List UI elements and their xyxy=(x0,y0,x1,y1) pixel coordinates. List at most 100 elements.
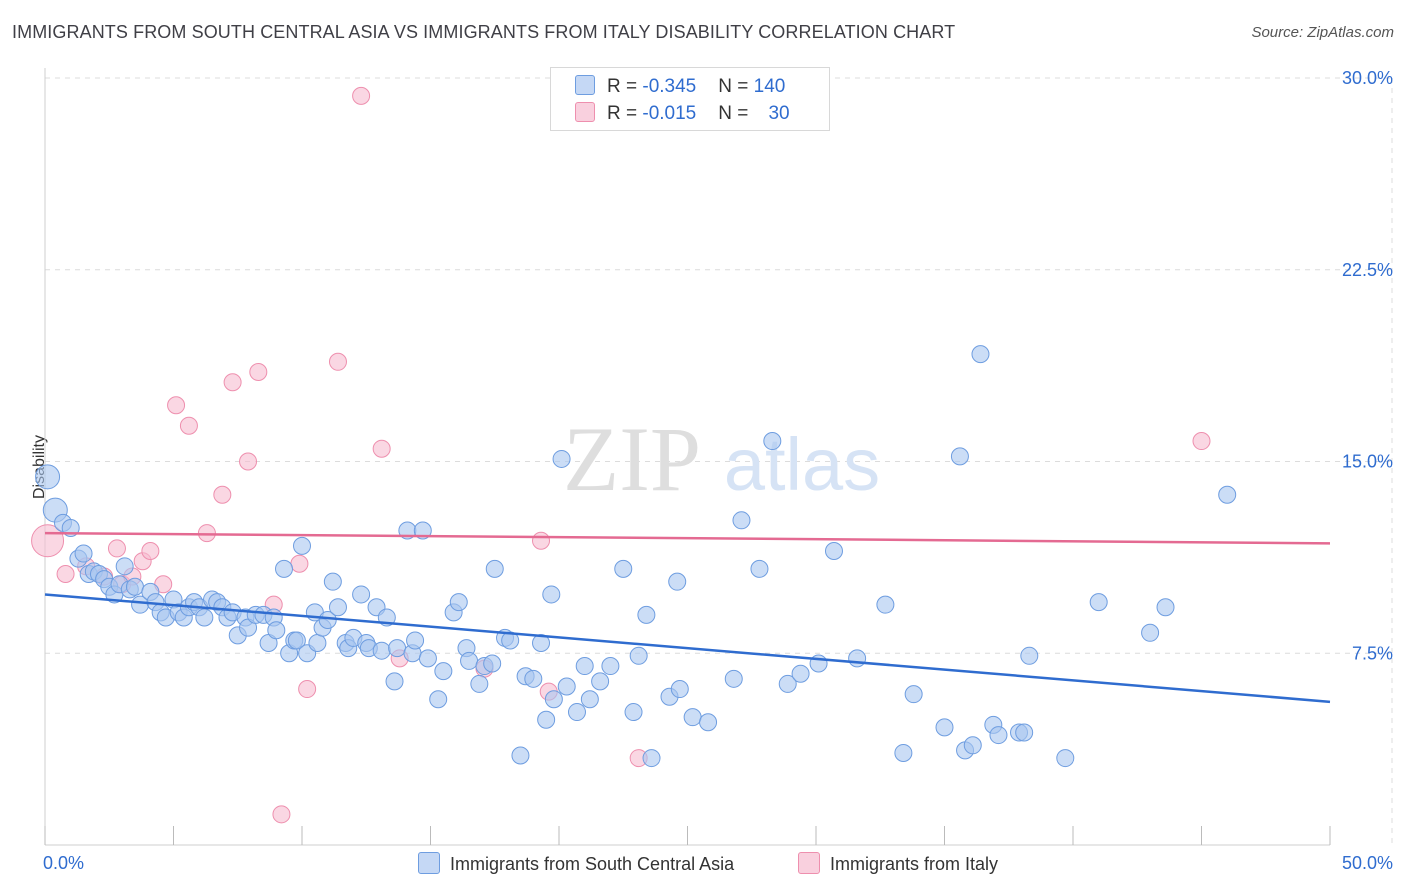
south-central-asia-point xyxy=(1056,749,1075,768)
y-tick-label: 30.0% xyxy=(1342,68,1393,88)
watermark: ZIP atlas xyxy=(563,408,880,510)
south-central-asia-point xyxy=(824,541,843,560)
south-central-asia-point xyxy=(542,585,561,604)
south-central-asia-point xyxy=(575,657,594,676)
italy-point xyxy=(298,680,317,699)
south-central-asia-point xyxy=(483,654,502,673)
south-central-asia-point xyxy=(699,713,718,732)
trend-lines xyxy=(44,531,1331,704)
italy-trend-line xyxy=(44,531,1331,545)
south-central-asia-point xyxy=(557,677,576,696)
south-central-asia-point xyxy=(1089,593,1108,612)
bottom-legend-italy: Immigrants from Italy xyxy=(798,852,998,875)
legend-swatch-pink xyxy=(575,102,595,122)
south-central-asia-point xyxy=(532,634,551,653)
italy-point xyxy=(352,86,371,105)
south-central-asia-point xyxy=(950,447,969,466)
south-central-asia-point xyxy=(552,449,571,468)
south-central-asia-point xyxy=(275,559,294,578)
bottom-legend-swatch-blue xyxy=(418,852,440,874)
south-central-asia-point xyxy=(963,736,982,755)
south-central-asia-point xyxy=(501,631,520,650)
south-central-asia-point xyxy=(293,536,311,555)
south-central-asia-point xyxy=(935,718,954,737)
series-south-central-asia-points xyxy=(35,345,1237,768)
south-central-asia-point xyxy=(406,631,425,650)
legend-n-value: 30 xyxy=(768,103,790,124)
x-tick-label: 50.0% xyxy=(1342,853,1393,873)
italy-point xyxy=(167,396,186,415)
italy-point xyxy=(179,416,198,435)
south-central-asia-point xyxy=(434,662,453,681)
south-central-asia-point xyxy=(195,608,214,627)
south-central-asia-point xyxy=(287,631,306,650)
italy-point xyxy=(272,805,291,824)
legend-n-label: N = xyxy=(718,76,754,97)
axes xyxy=(44,68,1331,846)
south-central-asia-point xyxy=(524,669,543,688)
south-central-asia-point xyxy=(1020,646,1039,665)
x-tick-label: 0.0% xyxy=(43,853,84,873)
tick-labels: 7.5% 15.0% 22.5% 30.0% 0.0% 50.0% xyxy=(43,68,1393,873)
legend-r-label: R = xyxy=(607,76,643,97)
italy-point xyxy=(372,439,391,458)
source-label: Source: ZipAtlas.com xyxy=(1251,24,1394,41)
south-central-asia-point xyxy=(614,559,633,578)
legend-swatch-blue xyxy=(575,75,595,95)
south-central-asia-point xyxy=(328,598,347,617)
bottom-legend-label: Immigrants from Italy xyxy=(830,854,999,874)
south-central-asia-point xyxy=(449,593,468,612)
south-central-asia-point xyxy=(791,664,810,683)
south-central-asia-point xyxy=(567,703,586,722)
south-central-asia-point xyxy=(544,690,563,709)
south-central-asia-point xyxy=(267,621,286,640)
legend-r-label: R = xyxy=(607,103,643,124)
italy-point xyxy=(223,373,242,392)
italy-point xyxy=(239,452,258,471)
italy-point xyxy=(290,554,309,573)
south-central-asia-point xyxy=(1141,623,1160,642)
south-central-asia-point xyxy=(989,726,1008,745)
south-central-asia-point xyxy=(125,577,144,596)
chart-title: IMMIGRANTS FROM SOUTH CENTRAL ASIA VS IM… xyxy=(12,22,956,42)
legend-n-label: N = xyxy=(718,103,754,124)
south-central-asia-point xyxy=(537,710,556,729)
south-central-asia-point xyxy=(637,605,656,624)
south-central-asia-point xyxy=(74,544,93,563)
south-central-asia-point xyxy=(763,432,782,451)
south-central-asia-point xyxy=(115,557,134,576)
bottom-legend-south-central-asia: Immigrants from South Central Asia xyxy=(418,852,734,875)
legend-row-south-central-asia: R = -0.345 N = 140 xyxy=(575,75,785,99)
south-central-asia-point xyxy=(308,634,327,653)
legend-row-italy: R = -0.015 N = 30 xyxy=(575,102,790,126)
south-central-asia-point xyxy=(352,585,371,604)
south-central-asia-point xyxy=(724,669,743,688)
south-central-asia-point xyxy=(778,674,797,693)
south-central-asia-point xyxy=(35,464,61,490)
south-central-asia-point xyxy=(323,572,342,591)
south-central-asia-point xyxy=(670,680,689,699)
y-tick-label: 22.5% xyxy=(1342,260,1393,280)
south-central-asia-point xyxy=(460,651,479,670)
south-central-asia-point xyxy=(971,345,990,364)
south-central-asia-point xyxy=(511,746,530,765)
south-central-asia-point xyxy=(372,641,391,660)
bottom-legend-label: Immigrants from South Central Asia xyxy=(450,854,735,874)
south-central-asia-point xyxy=(876,595,895,614)
south-central-asia-point xyxy=(429,690,448,709)
bottom-legend-swatch-pink xyxy=(798,852,820,874)
south-central-asia-point xyxy=(418,649,437,668)
legend-r-value: -0.345 xyxy=(642,76,697,97)
south-central-asia-point xyxy=(668,572,687,591)
italy-point xyxy=(1192,432,1211,451)
south-central-asia-point xyxy=(470,674,489,693)
south-central-asia-point xyxy=(388,639,407,658)
south-central-asia-point xyxy=(601,657,620,676)
italy-point xyxy=(56,564,75,583)
south-central-asia-point xyxy=(1218,485,1237,504)
south-central-asia-point xyxy=(750,559,769,578)
y-tick-label: 7.5% xyxy=(1352,643,1393,663)
south-central-asia-point xyxy=(642,749,661,768)
south-central-asia-point xyxy=(591,672,610,691)
